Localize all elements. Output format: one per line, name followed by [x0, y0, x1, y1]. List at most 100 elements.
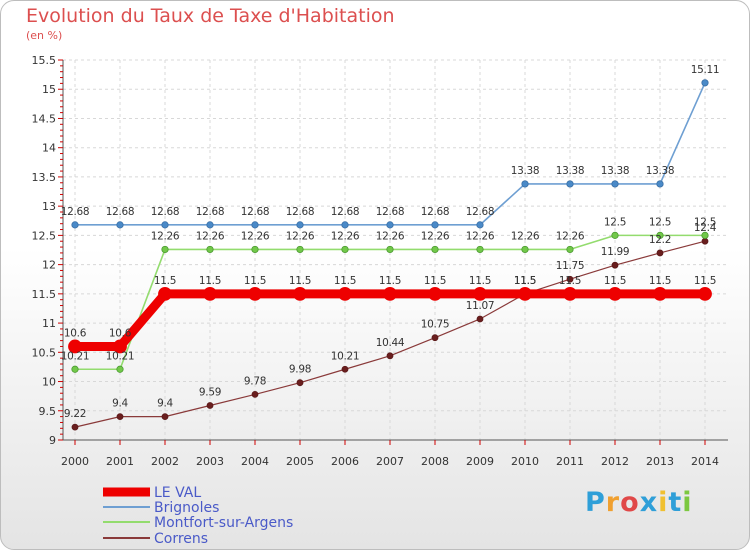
- x-tick-label: 2001: [106, 455, 134, 468]
- data-point-le-val: [248, 286, 262, 301]
- legend-label-correns: Correns: [154, 531, 208, 547]
- data-point-brignoles: [341, 221, 349, 229]
- data-label-montfort-sur-argens: 12.5: [649, 216, 671, 228]
- data-point-correns: [116, 413, 124, 421]
- data-label-brignoles: 12.68: [286, 206, 315, 218]
- data-label-le-val: 11.5: [154, 275, 176, 287]
- data-point-montfort-sur-argens: [71, 365, 79, 373]
- data-label-brignoles: 12.68: [421, 206, 450, 218]
- y-tick-label: 14.5: [32, 112, 57, 125]
- x-tick-label: 2002: [151, 455, 179, 468]
- logo-letter: x: [639, 487, 659, 518]
- data-point-le-val: [428, 286, 442, 301]
- data-point-brignoles: [701, 79, 709, 87]
- data-label-montfort-sur-argens: 12.26: [151, 230, 180, 242]
- data-label-brignoles: 12.68: [376, 206, 405, 218]
- data-point-brignoles: [566, 180, 574, 188]
- x-tick-label: 2003: [196, 455, 224, 468]
- data-label-le-val: 11.5: [514, 275, 536, 287]
- y-tick-label: 9.5: [39, 405, 57, 418]
- x-tick-label: 2006: [331, 455, 359, 468]
- data-label-le-val: 11.5: [694, 275, 716, 287]
- data-point-brignoles: [611, 180, 619, 188]
- data-point-brignoles: [521, 180, 529, 188]
- data-point-le-val: [158, 286, 172, 301]
- data-label-correns: 11.07: [466, 300, 495, 312]
- y-tick-label: 11.5: [32, 288, 57, 301]
- data-label-le-val: 11.5: [379, 275, 401, 287]
- x-tick-label: 2014: [691, 455, 719, 468]
- data-point-correns: [206, 402, 214, 409]
- data-point-montfort-sur-argens: [566, 245, 574, 254]
- data-point-le-val: [563, 286, 577, 301]
- data-point-brignoles: [476, 221, 484, 229]
- data-label-le-val: 11.5: [604, 275, 626, 287]
- data-point-brignoles: [386, 221, 394, 229]
- data-point-le-val: [653, 286, 667, 301]
- data-label-correns: 9.4: [157, 398, 173, 410]
- data-point-montfort-sur-argens: [611, 231, 619, 239]
- logo-letter: i: [682, 487, 693, 518]
- x-tick-label: 2013: [646, 455, 674, 468]
- data-label-le-val: 11.5: [649, 275, 671, 287]
- data-label-correns: 10.44: [376, 337, 405, 349]
- data-label-brignoles: 12.68: [61, 206, 90, 218]
- data-label-brignoles: 12.68: [151, 206, 180, 218]
- data-point-montfort-sur-argens: [521, 245, 529, 254]
- data-label-montfort-sur-argens: 12.5: [604, 216, 626, 228]
- data-label-le-val: 11.5: [199, 275, 221, 287]
- y-tick-label: 11: [42, 317, 56, 330]
- data-label-correns: 9.59: [199, 387, 221, 399]
- x-tick-label: 2012: [601, 455, 629, 468]
- data-label-correns: 10.21: [331, 350, 360, 362]
- data-label-correns: 10.75: [421, 319, 450, 331]
- data-label-correns: 9.78: [244, 375, 266, 387]
- y-tick-label: 10: [42, 376, 56, 389]
- x-tick-label: 2009: [466, 455, 494, 468]
- data-label-brignoles: 12.68: [241, 206, 270, 218]
- y-tick-label: 15.5: [32, 54, 57, 67]
- legend-label-le-val: LE VAL: [154, 485, 201, 501]
- x-tick-label: 2005: [286, 455, 314, 468]
- data-label-correns: 9.4: [112, 398, 128, 410]
- data-point-le-val: [113, 339, 127, 354]
- data-label-montfort-sur-argens: 12.5: [694, 216, 716, 228]
- y-tick-label: 9: [49, 434, 56, 447]
- y-tick-label: 13: [42, 200, 56, 213]
- data-label-le-val: 11.5: [289, 275, 311, 287]
- data-point-correns: [611, 261, 619, 269]
- data-point-le-val: [698, 286, 712, 301]
- x-tick-label: 2008: [421, 455, 449, 468]
- data-point-le-val: [383, 286, 397, 301]
- data-point-le-val: [473, 286, 487, 301]
- data-point-correns: [386, 352, 394, 360]
- data-point-correns: [656, 249, 664, 257]
- data-point-montfort-sur-argens: [431, 245, 439, 254]
- x-tick-label: 2000: [61, 455, 89, 468]
- data-label-correns: 12.4: [694, 222, 717, 234]
- data-point-le-val: [293, 286, 307, 301]
- data-label-brignoles: 13.38: [601, 165, 630, 177]
- logo-letter: o: [620, 487, 640, 518]
- data-point-le-val: [338, 286, 352, 301]
- data-label-montfort-sur-argens: 12.26: [556, 230, 585, 242]
- data-point-brignoles: [71, 221, 79, 229]
- data-point-brignoles: [296, 221, 304, 229]
- y-tick-label: 15: [42, 83, 56, 96]
- data-point-correns: [476, 315, 484, 323]
- data-label-brignoles: 13.38: [646, 165, 675, 177]
- logo-letter: P: [585, 487, 606, 518]
- data-point-le-val: [608, 286, 622, 301]
- data-point-montfort-sur-argens: [476, 245, 484, 254]
- data-label-correns: 11.5: [514, 275, 536, 287]
- data-label-le-val: 11.5: [334, 275, 356, 287]
- x-tick-label: 2004: [241, 455, 269, 468]
- chart-title: Evolution du Taux de Taxe d'Habitation: [26, 5, 395, 27]
- data-point-montfort-sur-argens: [296, 245, 304, 254]
- data-label-correns: 9.22: [64, 408, 86, 420]
- data-label-brignoles: 13.38: [511, 165, 540, 177]
- data-label-brignoles: 12.68: [196, 206, 225, 218]
- data-label-montfort-sur-argens: 12.26: [331, 230, 360, 242]
